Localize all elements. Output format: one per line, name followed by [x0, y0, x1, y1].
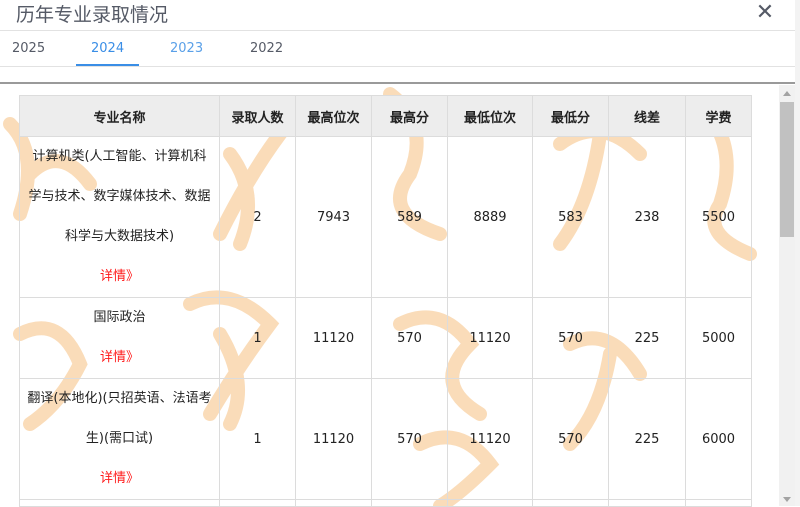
- close-icon[interactable]: ✕: [755, 0, 775, 25]
- major-name: 科学与大数据技术): [64, 229, 175, 244]
- admission-table: 专业名称 录取人数 最高位次 最高分 最低位次 最低分 线差 学费 计算机类(人…: [19, 95, 752, 507]
- lowest-rank: 11120: [447, 297, 533, 379]
- divider: [0, 82, 795, 84]
- lowest-rank: 11120: [447, 378, 533, 500]
- admitted-count: 1: [219, 378, 296, 500]
- scroll-up-arrow-icon[interactable]: [783, 91, 791, 96]
- highest-score: 589: [371, 136, 448, 298]
- vertical-scrollbar[interactable]: [779, 85, 795, 506]
- major-name: 翻译(本地化)(只招英语、法语考: [27, 391, 212, 406]
- backdrop: [795, 0, 800, 506]
- detail-link[interactable]: 详情》: [99, 269, 139, 284]
- major-name: 计算机类(人工智能、计算机科: [32, 149, 207, 164]
- divider: [0, 66, 795, 67]
- header-line-diff: 线差: [608, 95, 686, 137]
- active-tab-indicator: [76, 64, 139, 66]
- admitted-count: 1: [219, 297, 296, 379]
- highest-rank: 11120: [295, 378, 372, 500]
- major-name-cell: 翻译(本地化)(只招英语、法语考 生)(需口试) 详情》: [19, 378, 220, 500]
- table-row: 计算机类(人工智能、计算机科 学与技术、数字媒体技术、数据 科学与大数据技术) …: [19, 136, 752, 298]
- header-admitted: 录取人数: [219, 95, 296, 137]
- header-lowest-rank: 最低位次: [447, 95, 533, 137]
- lowest-rank: 8889: [447, 136, 533, 298]
- table-header-row: 专业名称 录取人数 最高位次 最高分 最低位次 最低分 线差 学费: [19, 95, 752, 137]
- tuition: 6000: [685, 378, 752, 500]
- scrollbar-thumb[interactable]: [780, 102, 794, 237]
- major-name: 国际政治: [93, 310, 146, 325]
- lowest-score: 583: [532, 136, 609, 298]
- detail-link[interactable]: 详情》: [99, 471, 139, 486]
- header-highest-score: 最高分: [371, 95, 448, 137]
- header-tuition: 学费: [685, 95, 752, 137]
- table-row: 翻译(本地化)(只招英语、法语考 生)(需口试) 详情》 1 11120 570…: [19, 378, 752, 500]
- tab-2025[interactable]: 2025: [12, 41, 46, 56]
- highest-rank: 7943: [295, 136, 372, 298]
- table-row: 国际政治 详情》 1 11120 570 11120 570 225 5000: [19, 297, 752, 379]
- detail-link[interactable]: 详情》: [99, 350, 139, 365]
- lowest-score: 570: [532, 297, 609, 379]
- highest-score: 570: [371, 297, 448, 379]
- header-lowest-score: 最低分: [532, 95, 609, 137]
- divider: [0, 30, 795, 31]
- tab-2022[interactable]: 2022: [250, 41, 284, 56]
- major-name-cell: 计算机类(人工智能、计算机科 学与技术、数字媒体技术、数据 科学与大数据技术) …: [19, 136, 220, 298]
- table-row: [19, 499, 752, 507]
- dialog-title: 历年专业录取情况: [16, 4, 169, 26]
- major-name: 生)(需口试): [85, 431, 154, 446]
- tuition: 5000: [685, 297, 752, 379]
- scroll-down-arrow-icon[interactable]: [783, 497, 791, 502]
- lowest-score: 570: [532, 378, 609, 500]
- major-name-cell: 国际政治 详情》: [19, 297, 220, 379]
- header-highest-rank: 最高位次: [295, 95, 372, 137]
- header-major: 专业名称: [19, 95, 220, 137]
- highest-rank: 11120: [295, 297, 372, 379]
- table-scroll-area: 专业名称 录取人数 最高位次 最高分 最低位次 最低分 线差 学费 计算机类(人…: [0, 84, 779, 507]
- line-diff: 225: [608, 297, 686, 379]
- line-diff: 225: [608, 378, 686, 500]
- line-diff: 238: [608, 136, 686, 298]
- tab-2024[interactable]: 2024: [91, 41, 125, 56]
- tuition: 5500: [685, 136, 752, 298]
- admitted-count: 2: [219, 136, 296, 298]
- highest-score: 570: [371, 378, 448, 500]
- tab-2023[interactable]: 2023: [170, 41, 204, 56]
- major-name: 学与技术、数字媒体技术、数据: [28, 189, 211, 204]
